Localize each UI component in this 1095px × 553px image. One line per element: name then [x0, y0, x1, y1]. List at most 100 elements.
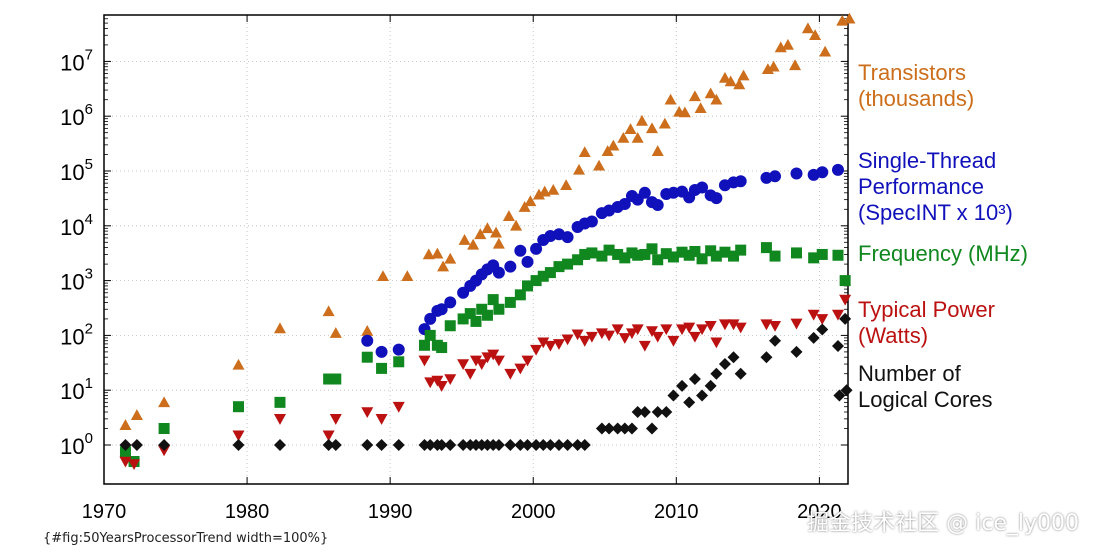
legend-cores-label: Logical Cores	[858, 387, 993, 412]
transistors-point	[645, 122, 658, 134]
frequency-point	[323, 373, 335, 385]
transistors-point	[431, 247, 444, 259]
single_thread-point	[734, 175, 747, 188]
power-point	[603, 330, 616, 342]
grid-lines	[104, 15, 848, 484]
power-point	[329, 414, 342, 425]
x-axis: 1970 1980 1990 2000 2010 2020	[82, 15, 842, 523]
power-point	[375, 414, 388, 425]
transistors-point	[474, 228, 487, 240]
legend: Transistors(thousands) Single-ThreadPerfo…	[858, 60, 1028, 412]
frequency-point	[493, 303, 505, 315]
single_thread-point	[561, 231, 574, 244]
power-point	[667, 335, 680, 347]
frequency-point	[586, 247, 598, 259]
transistors-point	[329, 327, 342, 338]
cores-point	[603, 422, 616, 435]
cores-point	[444, 439, 457, 451]
power-point	[418, 355, 431, 367]
cores-point	[361, 439, 374, 451]
transistors-point	[819, 45, 832, 57]
frequency-point	[522, 280, 534, 292]
cores-point	[688, 373, 701, 386]
transistors-point	[593, 159, 606, 171]
power-point	[424, 377, 437, 389]
power-point	[521, 355, 534, 367]
cores-point	[645, 422, 658, 435]
single_thread-point	[651, 198, 664, 211]
single_thread-point	[444, 296, 457, 309]
cores-point	[435, 439, 448, 451]
cores-point	[667, 389, 680, 402]
cores-point	[457, 439, 470, 451]
cores-point	[727, 351, 740, 364]
power-point	[504, 368, 517, 380]
legend-power-label: (Watts)	[858, 323, 928, 348]
single_thread-point	[492, 266, 505, 279]
transistors-point	[422, 248, 435, 260]
frequency-point	[667, 251, 679, 263]
frequency-point	[476, 303, 488, 315]
frequency-point	[735, 244, 747, 256]
transistors-point	[524, 195, 537, 207]
frequency-point	[760, 242, 772, 254]
y-tick-label: 104	[60, 211, 93, 240]
power-point	[727, 319, 740, 331]
cores-point	[831, 340, 844, 353]
cores-point	[561, 439, 574, 451]
cores-point	[618, 422, 631, 435]
power-point	[696, 324, 709, 336]
frequency-point	[514, 289, 526, 301]
transistors-point	[510, 219, 523, 231]
frequency-point	[816, 248, 828, 260]
transistors-point	[718, 71, 731, 83]
transistors-point	[481, 222, 494, 234]
cores-point	[537, 439, 550, 451]
cores-point	[232, 439, 245, 451]
power-point	[514, 363, 527, 375]
power-point	[618, 333, 631, 344]
y-tick-label: 102	[60, 320, 93, 349]
y-tick-label: 103	[60, 266, 93, 295]
power-point	[444, 374, 457, 386]
cores-point	[578, 439, 591, 451]
power-point	[585, 331, 598, 343]
y-tick-label: 101	[60, 375, 93, 404]
transistors-point	[624, 123, 637, 134]
legend-single_thread-label: Performance	[858, 174, 984, 199]
transistors-point	[767, 60, 780, 72]
frequency-point	[639, 248, 651, 260]
transistors-point	[658, 117, 671, 129]
frequency-point	[808, 252, 820, 264]
frequency-point	[596, 250, 608, 262]
transistors-point	[458, 234, 471, 245]
single_thread-point	[831, 163, 844, 176]
power-point	[676, 324, 689, 336]
x-tick-label: 1980	[225, 501, 270, 523]
frequency-point	[553, 261, 565, 273]
transistors-point	[789, 59, 802, 71]
single_thread-point	[504, 260, 517, 273]
transistors-point	[664, 93, 677, 105]
power-point	[704, 320, 717, 332]
frequency-point	[839, 275, 851, 287]
power-point	[760, 319, 773, 331]
cores-point	[718, 358, 731, 371]
single_thread-point	[521, 255, 534, 268]
single_thread-point	[435, 303, 448, 316]
power-point	[530, 344, 543, 356]
single_thread-point	[769, 170, 782, 183]
power-point	[839, 294, 852, 306]
power-point	[571, 329, 584, 341]
frequency-point	[579, 248, 591, 260]
frequency-point	[728, 250, 740, 262]
transistors-point	[688, 90, 701, 102]
plot-frame	[103, 14, 849, 485]
watermark: 掘金技术社区 @ ice_ly000	[807, 511, 1079, 536]
transistors-point	[737, 69, 750, 81]
frequency-point	[632, 249, 644, 261]
power-point	[769, 320, 782, 332]
frequency-point	[361, 351, 373, 363]
cores-point	[638, 406, 651, 419]
power-point	[273, 414, 286, 425]
